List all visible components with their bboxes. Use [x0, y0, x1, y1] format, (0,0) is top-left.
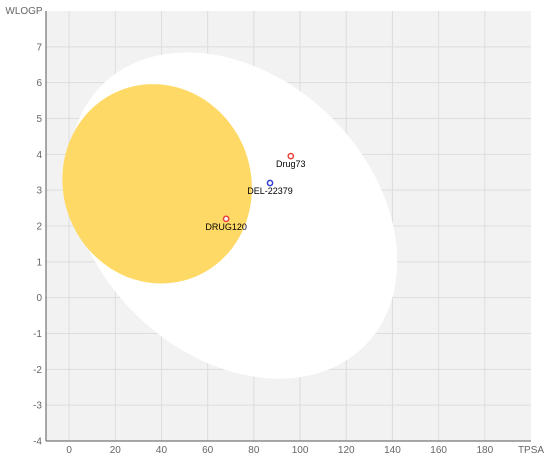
x-tick-label: 40 [156, 445, 168, 456]
x-tick-label: 180 [476, 445, 493, 456]
y-tick-label: -2 [33, 365, 42, 376]
data-point-marker[interactable] [266, 179, 274, 187]
y-tick-label: 6 [36, 78, 42, 89]
property-regions [62, 52, 398, 379]
x-tick-label: 20 [110, 445, 122, 456]
y-tick-label: 1 [36, 257, 42, 268]
x-tick-label: 60 [202, 445, 214, 456]
y-tick-label: 5 [36, 114, 42, 125]
data-points: Drug73 DEL-22379 DRUG120 [205, 152, 306, 232]
y-tick-label: 3 [36, 186, 42, 197]
data-point-label: DEL-22379 [247, 186, 293, 196]
data-point-marker[interactable] [222, 215, 230, 223]
data-point-group: DRUG120 [205, 215, 247, 232]
axes [45, 11, 531, 442]
data-point-label: Drug73 [276, 159, 306, 169]
y-tick-label: 2 [36, 222, 42, 233]
data-point-label: DRUG120 [205, 222, 247, 232]
y-tick-label: -3 [33, 401, 42, 412]
x-tick-label: 160 [430, 445, 447, 456]
x-tick-label: 100 [292, 445, 309, 456]
y-tick-label: 0 [36, 293, 42, 304]
y-tick-label: 4 [36, 150, 42, 161]
y-tick-label: -1 [33, 329, 42, 340]
data-point-marker[interactable] [287, 152, 295, 160]
x-tick-label: 0 [66, 445, 72, 456]
y-tick-label: -4 [33, 437, 42, 448]
data-point-group: DEL-22379 [247, 179, 293, 196]
y-tick-label: 7 [36, 42, 42, 53]
x-axis-title: TPSA [518, 445, 544, 456]
x-tick-label: 120 [338, 445, 355, 456]
data-point-group: Drug73 [276, 152, 306, 169]
x-tick-label: 80 [248, 445, 260, 456]
x-tick-label: 140 [384, 445, 401, 456]
yolk-region-ellipse [62, 84, 252, 284]
y-axis-title: WLOGP [5, 6, 43, 17]
tick-labels: 0 20 40 60 80 100 120 140 160 180 -4 -3 -2 -1 0 1 2 3 4 5 6 7 [33, 42, 493, 456]
